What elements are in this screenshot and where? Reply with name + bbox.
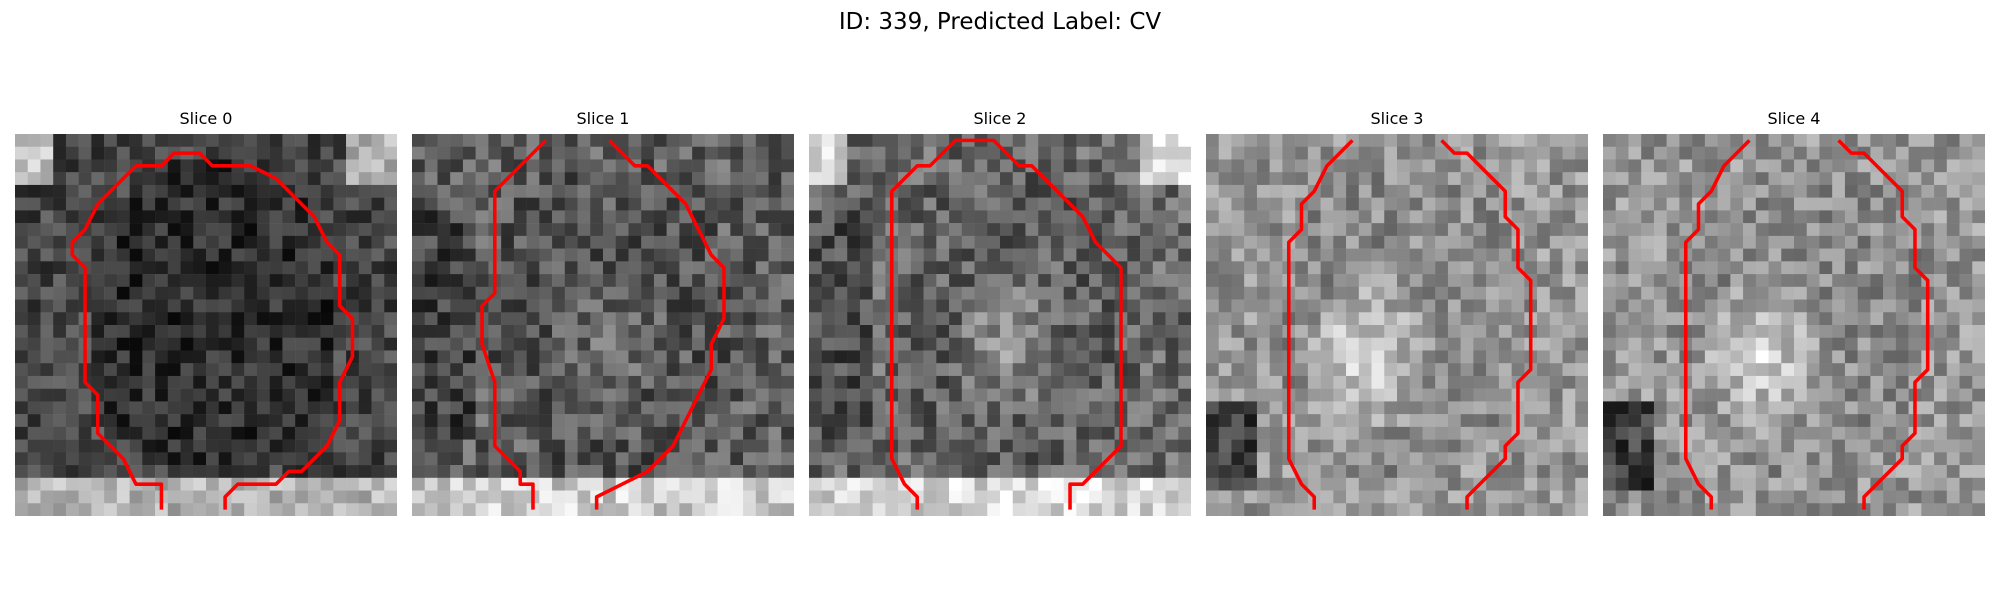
slice-image-3 [1206,134,1588,516]
slice-image-4 [1603,134,1985,516]
figure-title: ID: 339, Predicted Label: CV [0,6,2000,38]
slice-title-4: Slice 4 [1603,108,1985,130]
slice-title-3: Slice 3 [1206,108,1588,130]
slice-image-1 [412,134,794,516]
slice-image-0 [15,134,397,516]
slice-image-2 [809,134,1191,516]
slice-title-1: Slice 1 [412,108,794,130]
slice-title-0: Slice 0 [15,108,397,130]
slice-title-2: Slice 2 [809,108,1191,130]
